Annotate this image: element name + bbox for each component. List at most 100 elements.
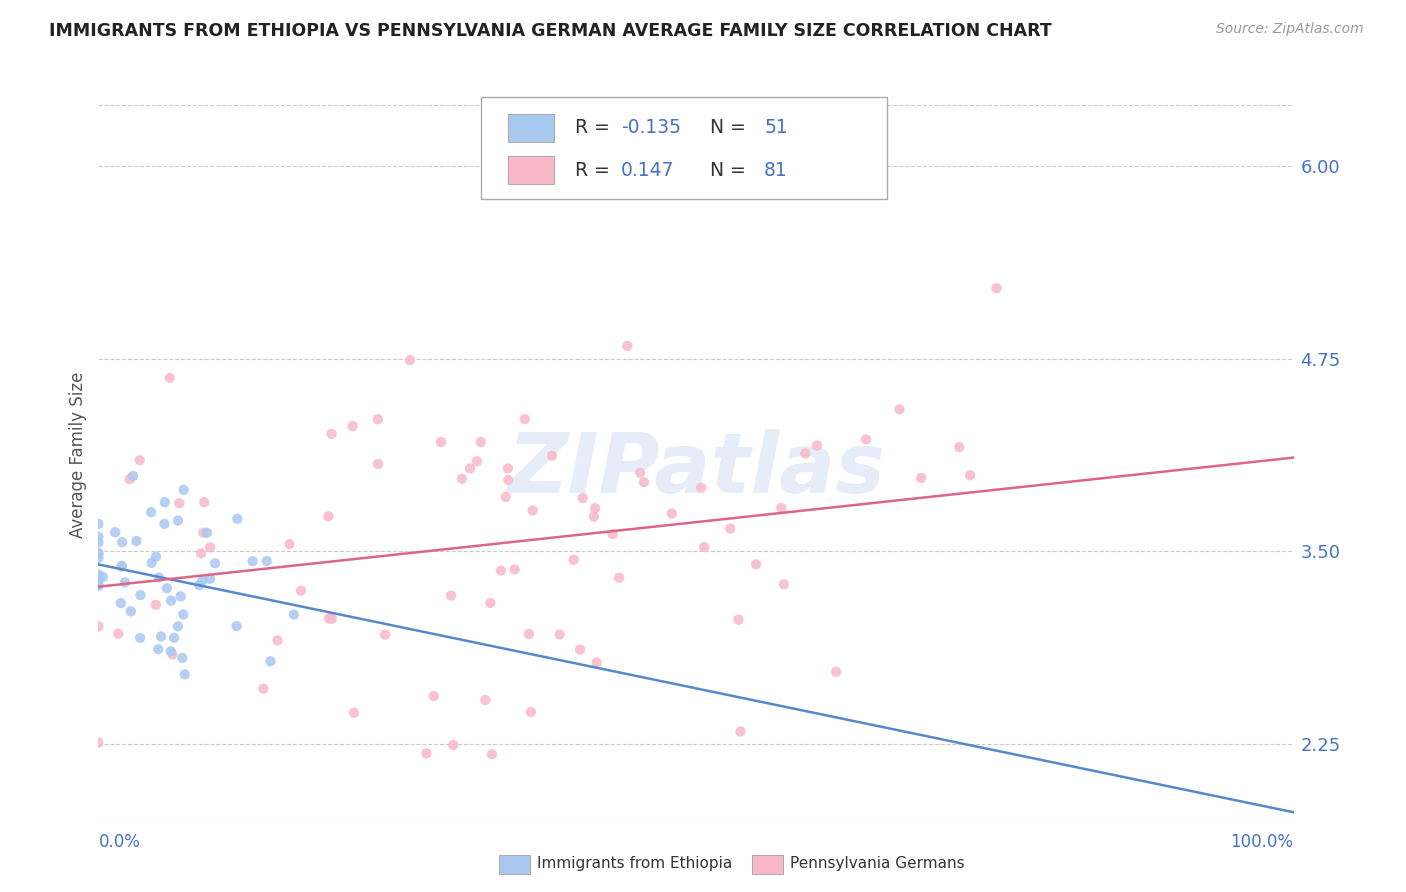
Point (628, 466, 651, 480)
Point (959, 468, 981, 483)
Point (259, 654, 281, 668)
Point (114, 575, 136, 590)
Point (145, 598, 167, 612)
Text: Immigrants from Ethiopia: Immigrants from Ethiopia (537, 856, 733, 871)
Point (87, 535, 110, 549)
Point (465, 454, 488, 468)
Point (582, 509, 605, 524)
Point (633, 475, 655, 489)
Point (128, 453, 150, 467)
Point (87, 736, 110, 750)
Point (159, 371, 181, 385)
Point (522, 503, 544, 517)
Point (153, 516, 176, 531)
Point (440, 589, 463, 603)
Point (520, 705, 543, 719)
Point (153, 495, 176, 509)
Point (160, 593, 183, 607)
Point (87, 516, 110, 531)
Point (193, 525, 215, 540)
Point (399, 353, 422, 368)
Point (193, 495, 215, 509)
Point (318, 611, 340, 625)
Point (986, 281, 1008, 295)
Point (415, 746, 437, 760)
Point (474, 693, 496, 707)
Point (129, 631, 152, 645)
Point (773, 577, 796, 591)
FancyBboxPatch shape (509, 114, 554, 142)
Text: 81: 81 (763, 161, 787, 180)
Point (204, 557, 226, 571)
Text: N =: N = (699, 119, 752, 137)
Point (548, 627, 571, 641)
Point (367, 412, 389, 426)
Text: IMMIGRANTS FROM ETHIOPIA VS PENNSYLVANIA GERMAN AVERAGE FAMILY SIZE CORRELATION : IMMIGRANTS FROM ETHIOPIA VS PENNSYLVANIA… (49, 22, 1052, 40)
Point (503, 562, 526, 576)
Point (283, 607, 305, 622)
Point (441, 738, 464, 752)
Text: 100.0%: 100.0% (1230, 833, 1294, 851)
Point (252, 681, 274, 696)
Point (87, 551, 110, 566)
Point (720, 522, 742, 536)
Point (169, 590, 191, 604)
Point (517, 627, 540, 641)
Point (745, 558, 768, 572)
Text: 0.147: 0.147 (620, 161, 675, 180)
Point (87, 567, 110, 582)
Point (173, 483, 195, 497)
Point (458, 461, 481, 475)
Text: 51: 51 (763, 119, 787, 137)
Point (110, 596, 132, 610)
Point (104, 525, 127, 540)
Point (585, 656, 607, 670)
Point (87, 577, 110, 591)
Text: -0.135: -0.135 (620, 119, 681, 137)
Point (107, 626, 129, 640)
Point (496, 461, 519, 475)
Point (770, 500, 793, 515)
Point (129, 588, 152, 602)
Point (87, 530, 110, 544)
FancyBboxPatch shape (509, 156, 554, 185)
Point (948, 440, 970, 454)
Point (172, 651, 194, 665)
Point (195, 525, 218, 540)
Point (794, 446, 817, 460)
Point (806, 438, 828, 452)
Point (145, 549, 167, 564)
Point (342, 419, 364, 434)
Point (159, 644, 181, 658)
Point (120, 604, 142, 618)
Point (910, 471, 932, 485)
Point (163, 631, 186, 645)
Point (278, 537, 301, 551)
Point (451, 472, 474, 486)
Point (198, 572, 221, 586)
Point (889, 402, 911, 417)
Point (321, 612, 343, 626)
Point (148, 642, 170, 657)
Point (430, 435, 453, 450)
Point (727, 613, 749, 627)
Point (242, 554, 264, 568)
Point (290, 583, 312, 598)
Point (602, 527, 624, 541)
Point (321, 426, 343, 441)
Point (122, 469, 145, 483)
Point (661, 507, 683, 521)
Point (367, 457, 389, 471)
Point (583, 501, 606, 516)
Point (190, 546, 212, 560)
Point (374, 628, 396, 642)
Point (191, 574, 214, 588)
Point (481, 747, 503, 762)
Point (172, 607, 194, 622)
Text: R =: R = (575, 119, 616, 137)
Text: R =: R = (575, 161, 616, 180)
Point (256, 554, 278, 568)
Point (690, 481, 713, 495)
Point (111, 558, 134, 573)
Text: Pennsylvania Germans: Pennsylvania Germans (790, 856, 965, 871)
